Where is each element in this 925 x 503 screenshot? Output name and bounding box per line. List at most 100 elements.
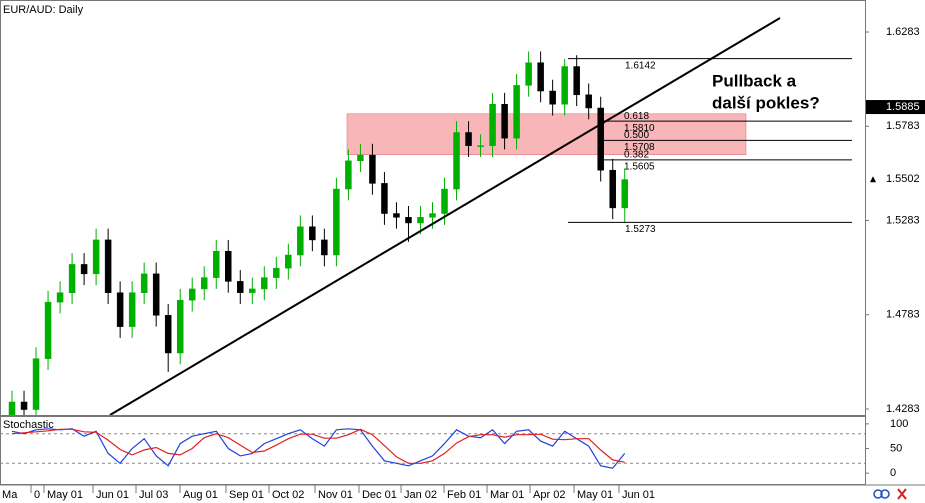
candle-body [188, 288, 196, 301]
candle-body [213, 250, 220, 278]
candle-body [297, 226, 304, 256]
candle-body [621, 179, 628, 209]
candle-body [405, 217, 412, 224]
fib-layer: 1.6142 1.5273 0.6181.58100.5001.57080.3821… [568, 58, 852, 235]
candle-body [104, 239, 112, 293]
candle-body [465, 132, 472, 146]
candle-body [20, 401, 28, 410]
candle-body [345, 160, 352, 190]
candle-body [381, 183, 388, 214]
fib-ratio-label: 0.618 [624, 111, 649, 122]
candle-body [489, 103, 496, 146]
stoch-tick-label: 50 [890, 442, 902, 454]
stoch-tick-label: 0 [890, 467, 896, 479]
candle-body [321, 239, 328, 256]
fib-high-label: 1.6142 [625, 60, 656, 71]
candle-body [32, 358, 40, 410]
x-tick-label: Jan 02 [404, 489, 437, 501]
candle-body [477, 145, 484, 147]
candle-body [549, 90, 556, 105]
price-marker-box [866, 100, 925, 115]
grid-layer: 1.6283 1.5783 1.5283 1.4783 1.4283 Ma 0 May 01 J… [2, 26, 920, 501]
x-tick-label: Jun 01 [96, 489, 129, 501]
x-tick-label: Jun 01 [622, 489, 655, 501]
y-tick-label: 1.4783 [886, 309, 920, 321]
fib-low-label: 1.5273 [625, 224, 656, 235]
candle-body [429, 213, 436, 218]
annotation: Pullback a [712, 71, 797, 90]
y-tick-label: 1.5283 [886, 214, 920, 226]
candle-body [273, 267, 280, 278]
candle-body [453, 132, 460, 190]
fib-ratio-label: 0.382 [624, 149, 649, 160]
stoch-line [11, 428, 625, 464]
link-icon[interactable] [873, 489, 883, 499]
candle-body [285, 254, 292, 269]
close-icon[interactable] [897, 488, 907, 500]
y-tick-label: 1.4283 [886, 403, 920, 415]
stochastic-title-box [1, 417, 57, 431]
candle-body [176, 299, 184, 354]
candle-body [609, 169, 616, 209]
candle-body [393, 213, 400, 218]
candle-body [200, 277, 208, 290]
fib-price-label: 1.5605 [624, 161, 655, 172]
x-tick-label: Aug 01 [183, 489, 218, 501]
toolbar-icons [873, 488, 907, 500]
price-marker-arrow [870, 176, 876, 183]
candle-body [309, 226, 316, 241]
candle-body [249, 288, 256, 293]
title-box [1, 1, 87, 17]
chart-title: EUR/AUD: Daily [3, 4, 84, 16]
x-tick-label: Apr 02 [533, 489, 565, 501]
stoch-line [11, 428, 626, 469]
y-tick-label: 1.6283 [886, 26, 920, 38]
resistance-zone [346, 113, 747, 155]
candle-body [537, 62, 544, 92]
candle-body [225, 250, 232, 282]
main-panel-border [0, 0, 866, 416]
x-tick-label: Feb 01 [447, 489, 481, 501]
candle-body [92, 239, 100, 275]
x-tick-label: Ma [2, 489, 18, 501]
candle-layer [8, 51, 628, 427]
candle-body [525, 62, 532, 86]
price-marker-label: 1.5885 [886, 101, 920, 113]
candle-body [80, 264, 88, 275]
fib-ratio-label: 0.500 [624, 130, 649, 141]
candle-body [585, 94, 592, 109]
candle-body [56, 292, 64, 303]
candle-body [369, 154, 376, 184]
candle-body [116, 292, 124, 327]
x-tick-label: Dec 01 [362, 489, 397, 501]
candle-body [8, 401, 16, 416]
fib-price-label: 1.5708 [624, 142, 655, 153]
x-tick-label: Nov 01 [318, 489, 353, 501]
x-tick-label: Oct 02 [272, 489, 304, 501]
x-tick-label: Mar 01 [490, 489, 524, 501]
candle-body [68, 264, 76, 293]
y-tick-label: 1.5783 [886, 120, 920, 132]
annotation: další pokles? [712, 93, 820, 112]
x-tick-label: Jul 03 [139, 489, 168, 501]
trend-line [109, 17, 781, 416]
candle-body [152, 273, 160, 316]
link-icon[interactable] [880, 489, 890, 499]
x-tick-label: 0 [34, 489, 40, 501]
candle-body [333, 188, 340, 256]
zone-layer [346, 113, 747, 155]
x-tick-label: May 01 [577, 489, 613, 501]
stochastic-title: Stochastic [3, 419, 54, 431]
candle-body [140, 273, 148, 293]
x-tick-label: Sep 01 [229, 489, 264, 501]
stoch-tick-label: 100 [890, 418, 908, 430]
candle-body [597, 107, 604, 171]
fib-price-label: 1.5810 [624, 123, 655, 134]
candle-body [261, 277, 268, 290]
candle-body [417, 217, 424, 224]
price-marker-label: 1.5502 [886, 173, 920, 185]
x-tick-label: May 01 [47, 489, 83, 501]
candle-body [573, 66, 580, 96]
